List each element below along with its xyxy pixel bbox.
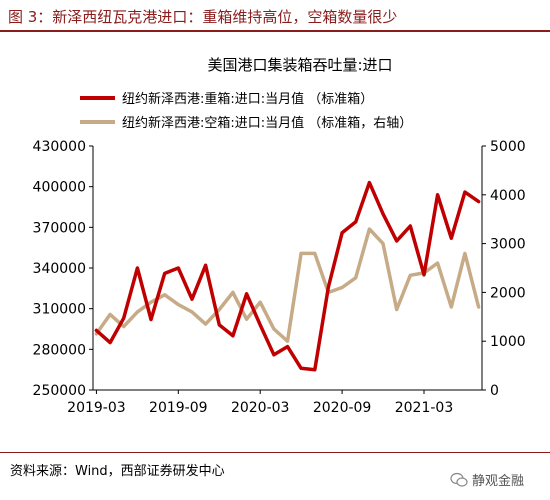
- watermark-text: 静观金融: [472, 474, 525, 489]
- x-tick-label: 2019-03: [67, 400, 126, 416]
- wechat-icon: [450, 472, 468, 487]
- line-chart: 美国港口集装箱吞吐量:进口 纽约新泽西港:重箱:进口:当月值 （标准箱） 纽约新…: [33, 56, 526, 416]
- title-divider: [0, 30, 550, 32]
- legend: 纽约新泽西港:重箱:进口:当月值 （标准箱） 纽约新泽西港:空箱:进口:当月值 …: [80, 91, 412, 131]
- left-tick-label: 430000: [33, 139, 86, 155]
- legend-label-full: 纽约新泽西港:重箱:进口:当月值 （标准箱）: [122, 91, 373, 107]
- right-tick-label: 0: [490, 383, 499, 399]
- right-tick-label: 4000: [490, 188, 526, 204]
- left-tick-label: 310000: [33, 302, 86, 318]
- source-divider: [0, 452, 550, 453]
- x-tick-label: 2019-09: [149, 400, 208, 416]
- left-tick-label: 250000: [33, 383, 86, 399]
- right-tick-label: 5000: [490, 139, 526, 155]
- x-tick-label: 2020-09: [313, 400, 372, 416]
- right-tick-label: 2000: [490, 285, 526, 301]
- figure-title: 图 3：新泽西纽瓦克港进口：重箱维持高位，空箱数量很少: [8, 8, 398, 26]
- axes: 250000 280000 310000 340000 370000 400000 4300…: [33, 139, 526, 416]
- legend-label-empty: 纽约新泽西港:空箱:进口:当月值 （标准箱，右轴）: [122, 115, 412, 131]
- right-tick-label: 3000: [490, 237, 526, 253]
- x-tick-label: 2021-03: [395, 400, 454, 416]
- left-tick-label: 400000: [33, 180, 86, 196]
- series-line-empty-containers: [94, 227, 481, 343]
- series-line-full-containers: [94, 180, 481, 372]
- x-tick-label: 2020-03: [231, 400, 290, 416]
- left-tick-label: 280000: [33, 342, 86, 358]
- chart-title: 美国港口集装箱吞吐量:进口: [207, 56, 392, 74]
- left-tick-label: 340000: [33, 261, 86, 277]
- series-lines: [94, 180, 481, 372]
- source-note: 资料来源：Wind，西部证券研发中心: [10, 464, 225, 479]
- watermark: 静观金融: [450, 470, 524, 489]
- right-tick-label: 1000: [490, 334, 526, 350]
- left-tick-label: 370000: [33, 220, 86, 236]
